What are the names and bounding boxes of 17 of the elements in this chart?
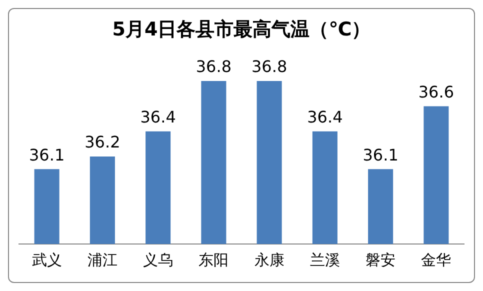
data-label: 36.1 (29, 145, 65, 164)
x-tick-label: 武义 (32, 252, 62, 270)
data-label: 36.6 (418, 82, 454, 102)
data-label: 36.1 (362, 145, 398, 164)
x-tick-label: 兰溪 (310, 252, 340, 270)
x-tick-label: 东阳 (198, 252, 229, 270)
x-tick-label: 义乌 (143, 252, 174, 270)
chart-title: 5月4日各县市最高气温（℃） (112, 18, 371, 40)
data-label: 36.8 (252, 57, 288, 76)
data-label: 36.4 (307, 108, 343, 127)
x-tick-label: 磐安 (366, 252, 396, 270)
x-tick-label: 永康 (254, 252, 284, 270)
data-label: 36.2 (84, 132, 120, 152)
x-tick-label: 金华 (421, 252, 452, 270)
x-tick-label: 浦江 (87, 252, 118, 270)
data-label: 36.8 (196, 57, 232, 76)
data-label: 36.4 (140, 108, 176, 127)
